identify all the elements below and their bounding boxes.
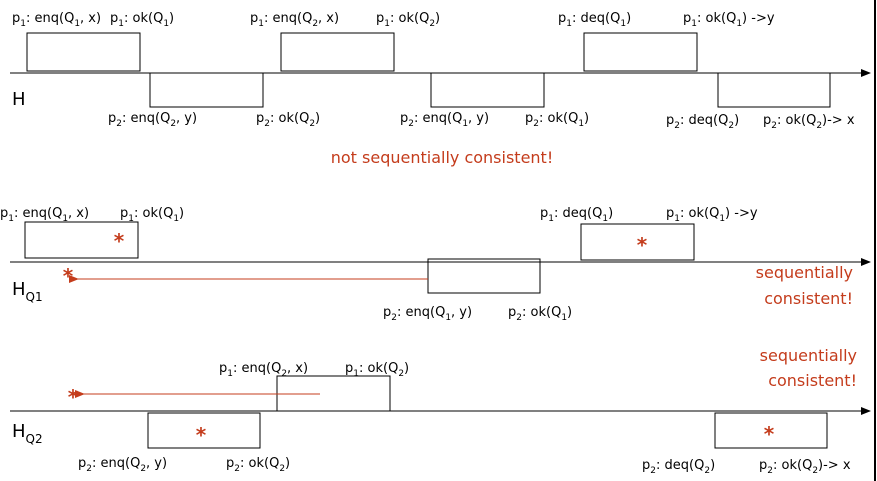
invocation-label: p1: enq(Q1, x)	[0, 206, 89, 224]
history-label: HQ1	[12, 279, 43, 304]
response-label: p1: ok(Q1) ->y	[683, 11, 775, 29]
response-label: p2: ok(Q1)	[525, 111, 589, 129]
linearization-point-star: *	[196, 423, 207, 447]
operation-interval-hq2-p2-deq-q2	[714, 412, 828, 449]
response-label: p2: ok(Q2)	[256, 111, 320, 129]
response-label: p2: ok(Q1)	[508, 305, 572, 323]
invocation-label: p2: enq(Q2, y)	[108, 111, 197, 129]
operation-interval-hq1-p1-deq-q1	[580, 223, 695, 261]
operation-interval-h-p1-deq-q1	[583, 32, 698, 72]
invocation-label: p1: enq(Q2, x)	[250, 11, 339, 29]
linearization-point-star: *	[114, 229, 125, 253]
section-hq1: HQ1 * * * sequentially consistent!	[10, 221, 871, 308]
response-label: p2: ok(Q2)	[226, 456, 290, 474]
operation-interval-hq2-p2-enq-q2-y	[147, 412, 261, 449]
invocation-label: p2: deq(Q2)	[666, 113, 739, 131]
verdict-text: not sequentially consistent!	[331, 148, 554, 167]
operation-interval-hq1-p2-enq-q1-y	[427, 258, 541, 294]
invocation-label: p1: enq(Q1, x)	[12, 11, 101, 29]
invocation-label: p1: deq(Q1)	[540, 206, 613, 224]
invocation-label: p2: enq(Q1, y)	[383, 305, 472, 323]
operation-interval-h-p1-enq-q2-x	[280, 32, 395, 72]
verdict-text: consistent!	[764, 289, 853, 308]
invocation-label: p2: enq(Q2, y)	[78, 456, 167, 474]
section-hq2: HQ2 * * * sequentially consistent!	[10, 346, 871, 449]
operation-interval-hq1-p1-enq-q1-x	[24, 221, 139, 259]
verdict-text: sequentially	[760, 346, 857, 365]
response-label: p1: ok(Q2)	[376, 11, 440, 29]
response-label: p1: ok(Q1) ->y	[666, 206, 758, 224]
operation-interval-h-p2-enq-q1-y	[430, 72, 545, 108]
verdict-text: sequentially	[756, 263, 853, 282]
linearization-point-star: *	[764, 422, 775, 446]
operation-interval-h-p2-enq-q2-y	[149, 72, 264, 108]
operation-interval-h-p2-deq-q2	[717, 72, 831, 108]
reorder-star: *	[63, 264, 74, 288]
invocation-label: p2: enq(Q1, y)	[400, 111, 489, 129]
verdict-text: consistent!	[768, 371, 857, 390]
invocation-label: p1: enq(Q2, x)	[219, 361, 308, 379]
response-label: p1: ok(Q1)	[120, 206, 184, 224]
history-label: H	[12, 89, 26, 110]
linearization-point-star: *	[637, 233, 648, 257]
invocation-label: p1: deq(Q1)	[558, 11, 631, 29]
history-label: HQ2	[12, 421, 43, 446]
response-label: p1: ok(Q1)	[110, 11, 174, 29]
reorder-star: *	[68, 385, 79, 409]
response-label: p1: ok(Q2)	[345, 361, 409, 379]
operation-interval-h-p1-enq-q1-x	[26, 32, 141, 72]
invocation-label: p2: deq(Q2)	[642, 458, 715, 476]
response-label: p2: ok(Q2)-> x	[759, 458, 851, 476]
response-label: p2: ok(Q2)-> x	[763, 113, 855, 131]
